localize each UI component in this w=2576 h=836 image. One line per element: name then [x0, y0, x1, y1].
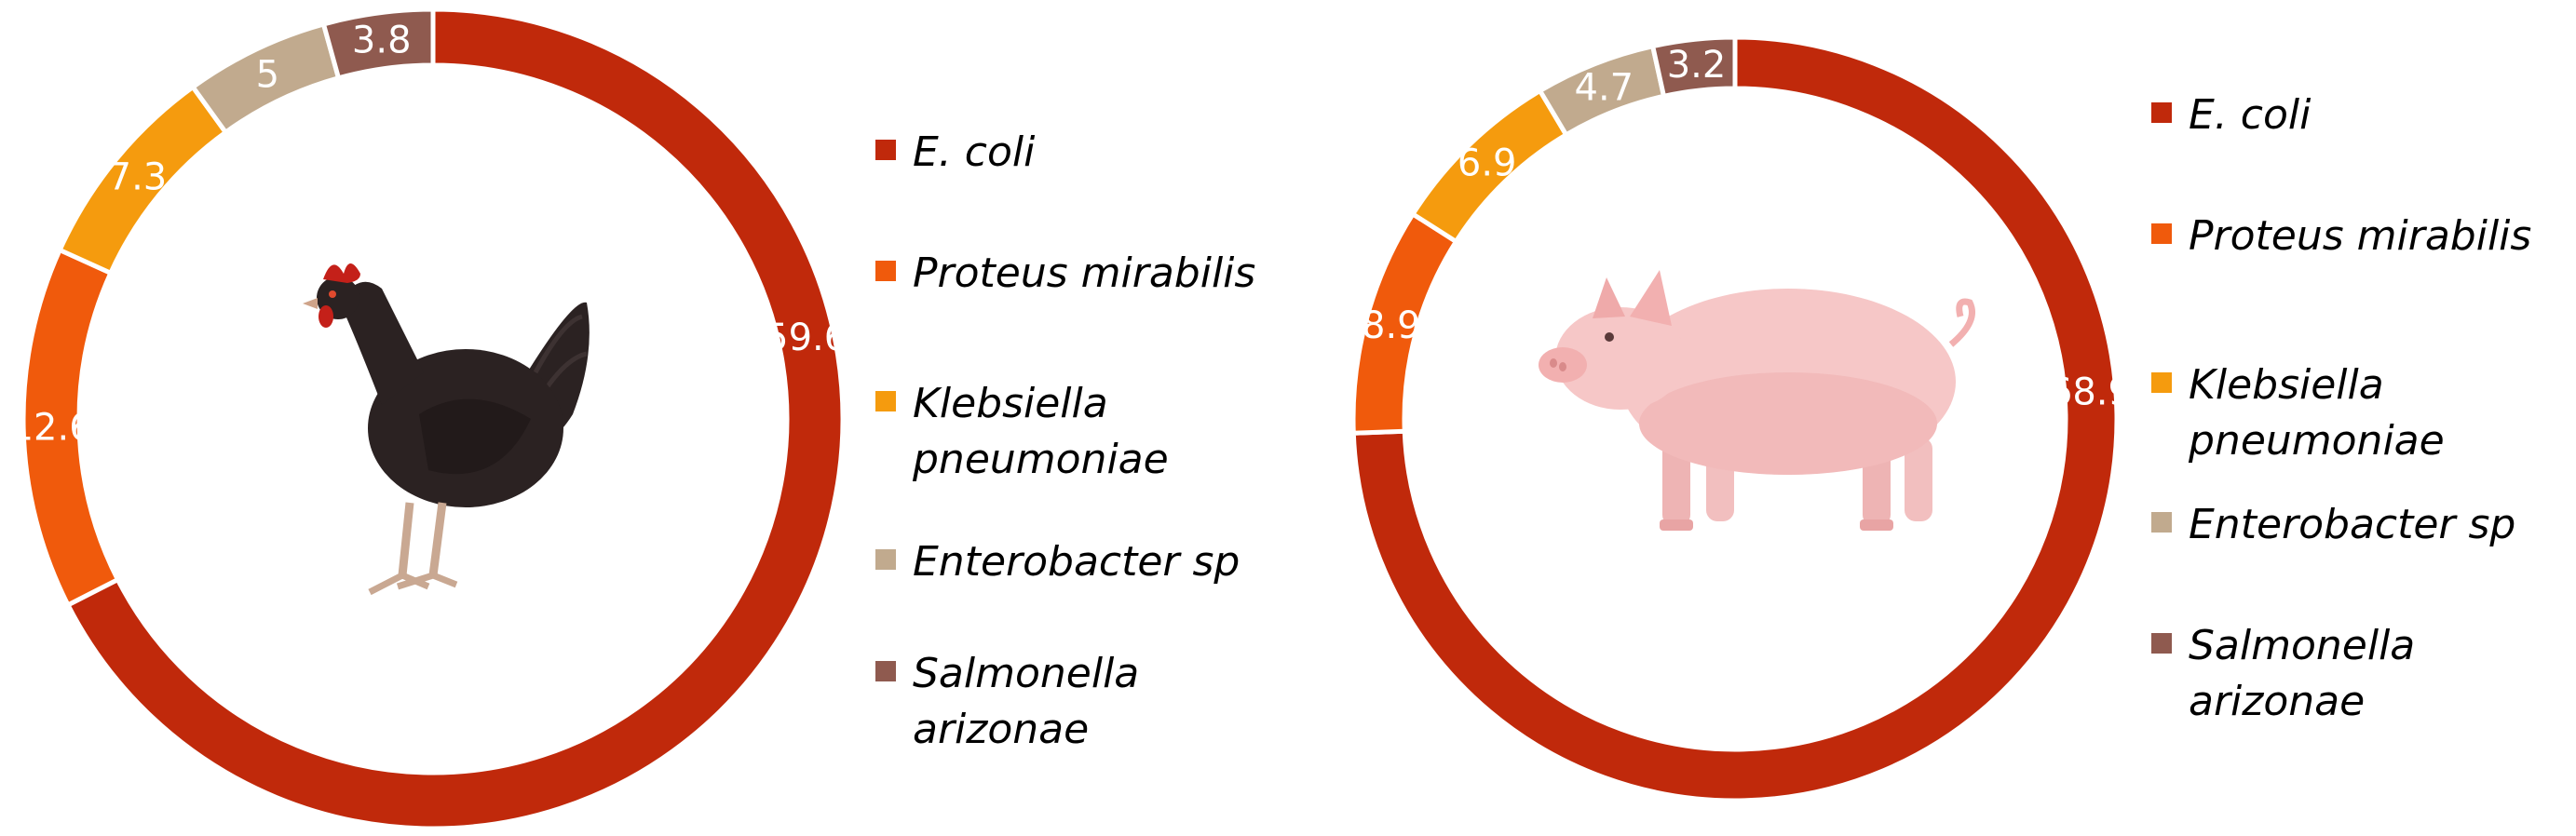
legend-item-salmonella-arizonae: Salmonella arizonae — [2151, 622, 2415, 725]
legend-swatch — [875, 661, 896, 681]
legend-label: E. coli — [913, 128, 1036, 176]
legend-item-e-coli: E. coli — [2151, 91, 2312, 139]
legend-swatch — [2151, 372, 2172, 393]
slice-value-label: 8.9 — [1362, 304, 1421, 347]
legend-label: Enterobacter sp — [913, 538, 1240, 586]
slice-value-label: 5 — [256, 54, 279, 97]
legend-label: E. coli — [2189, 91, 2312, 139]
legend-label: arizonae — [2189, 678, 2365, 725]
legend-label: Proteus mirabilis — [2189, 212, 2531, 260]
legend-swatch — [875, 391, 896, 411]
slice-salmonella-arizonae — [1649, 34, 1738, 100]
pig-legend: E. coli Proteus mirabilis Klebsiella pneumo… — [2151, 91, 2531, 725]
legend-swatch — [875, 549, 896, 570]
pig-slices — [1350, 34, 2120, 803]
legend-item-salmonella-arizonae: Salmonella arizonae — [875, 650, 1139, 753]
slice-e-coli — [1350, 34, 2120, 803]
slice-value-label: 3.8 — [352, 20, 412, 62]
legend-label: Salmonella — [2189, 622, 2415, 669]
legend-item-e-coli: E. coli — [875, 128, 1036, 176]
legend-label: arizonae — [913, 706, 1089, 753]
legend-swatch — [875, 261, 896, 281]
legend-label: Klebsiella — [913, 380, 1108, 427]
chicken-icon — [303, 263, 590, 596]
slice-value-label: 12.6 — [10, 406, 93, 449]
legend-item-enterobacter-sp: Enterobacter sp — [875, 538, 1240, 586]
pig-slice-labels: 68.9 8.9 6.9 4.7 3.2 — [1362, 44, 2132, 414]
legend-item-klebsiella-pneumoniae: Klebsiella pneumoniae — [2151, 361, 2445, 465]
legend-label: Proteus mirabilis — [913, 249, 1255, 297]
legend-item-klebsiella-pneumoniae: Klebsiella pneumoniae — [875, 380, 1169, 483]
chicken-slice-labels: 59.6 12.6 7.3 5 3.8 — [10, 20, 848, 450]
legend-swatch — [2151, 633, 2172, 654]
slice-value-label: 3.2 — [1667, 44, 1727, 87]
chicken-legend: E. coli Proteus mirabilis Klebsiella pneumo… — [875, 128, 1255, 753]
legend-swatch — [2151, 223, 2172, 244]
legend-item-enterobacter-sp: Enterobacter sp — [2151, 501, 2515, 548]
legend-label: Klebsiella — [2189, 361, 2384, 409]
legend-item-proteus-mirabilis: Proteus mirabilis — [875, 249, 1255, 297]
legend-item-proteus-mirabilis: Proteus mirabilis — [2151, 212, 2531, 260]
legend-swatch — [875, 140, 896, 160]
slice-value-label: 6.9 — [1457, 142, 1517, 184]
slice-salmonella-arizonae — [320, 7, 436, 81]
slice-e-coli — [64, 7, 846, 831]
slice-value-label: 68.9 — [2049, 371, 2132, 413]
slice-value-label: 59.6 — [765, 317, 847, 359]
legend-label: Enterobacter sp — [2189, 501, 2515, 548]
legend-swatch — [2151, 102, 2172, 123]
legend-label: pneumoniae — [2188, 417, 2445, 465]
slice-value-label: 7.3 — [108, 156, 168, 199]
chicken-slices — [20, 7, 846, 831]
legend-swatch — [2151, 512, 2172, 533]
pig-icon — [1539, 270, 1975, 531]
slice-value-label: 4.7 — [1575, 66, 1634, 109]
legend-label: pneumoniae — [912, 436, 1169, 483]
legend-label: Salmonella — [913, 650, 1139, 697]
